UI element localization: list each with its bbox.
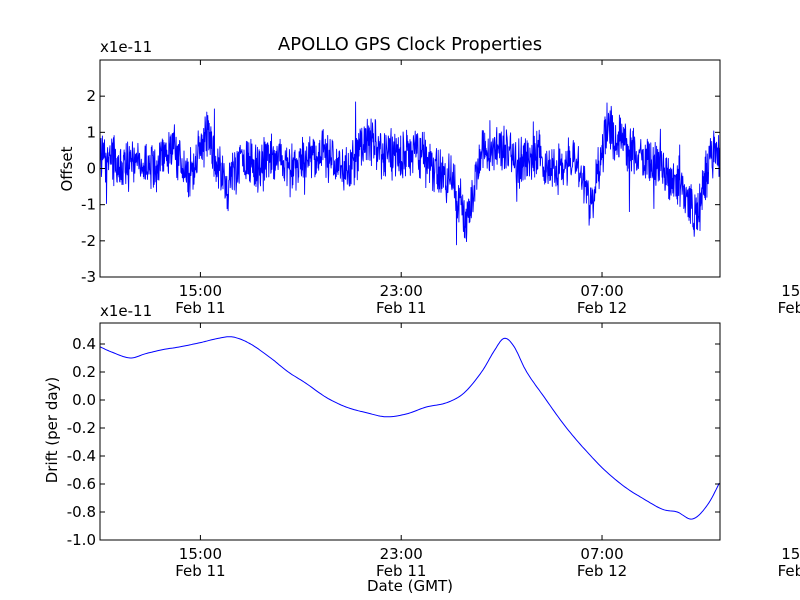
drift-scale-label: x1e-11 [100, 302, 152, 320]
offset-xtick-date-label: Feb 12 [577, 299, 627, 317]
chart-title: APOLLO GPS Clock Properties [278, 34, 542, 55]
drift-ytick-label: 0.4 [72, 335, 96, 353]
offset-scale-label: x1e-11 [100, 38, 152, 56]
offset-xtick-date-label: Feb 11 [376, 299, 426, 317]
drift-ytick-label: -0.6 [67, 475, 96, 493]
drift-ytick-label: -0.8 [67, 503, 96, 521]
offset-xtick-time-label: 15:00 [781, 282, 800, 300]
drift-ytick-label: -0.2 [67, 419, 96, 437]
drift-xtick-date-label: Feb 11 [376, 562, 426, 580]
drift-xtick-date-label: Feb 11 [175, 562, 225, 580]
drift-xtick-date-label: Feb 12 [577, 562, 627, 580]
drift-ytick-label: 0.2 [72, 363, 96, 381]
offset-ytick-label: -1 [81, 196, 96, 214]
offset-y-axis-label: Offset [58, 146, 76, 191]
drift-xtick-date-label: Feb 12 [778, 562, 800, 580]
offset-ytick-label: 0 [86, 160, 96, 178]
offset-xtick-date-label: Feb 12 [778, 299, 800, 317]
drift-ytick-label: 0.0 [72, 391, 96, 409]
offset-xtick-time-label: 07:00 [580, 282, 623, 300]
drift-series [99, 336, 720, 520]
drift-ytick-label: -0.4 [67, 447, 96, 465]
drift-y-axis-label: Drift (per day) [43, 377, 61, 484]
offset-xtick-date-label: Feb 11 [175, 299, 225, 317]
drift-series-line [99, 336, 720, 520]
drift-x-axis-label: Date (GMT) [367, 577, 453, 595]
offset-ytick-label: 2 [86, 87, 96, 105]
offset-series-line [99, 101, 721, 246]
offset-xtick-time-label: 23:00 [380, 282, 423, 300]
drift-xtick-time-label: 23:00 [380, 545, 423, 563]
drift-xtick-time-label: 07:00 [580, 545, 623, 563]
drift-panel: x1e-11 Drift (per day) Date (GMT) -1.0 -0… [43, 302, 800, 595]
offset-ytick-label: -3 [81, 268, 96, 286]
drift-plot-frame [99, 322, 721, 541]
offset-series [99, 101, 721, 246]
drift-ytick-label: -1.0 [67, 531, 96, 549]
drift-xtick-time-label: 15:00 [781, 545, 800, 563]
offset-ytick-label: -2 [81, 232, 96, 250]
offset-ytick-label: 1 [86, 123, 96, 141]
drift-xtick-time-label: 15:00 [179, 545, 222, 563]
offset-xtick-time-label: 15:00 [179, 282, 222, 300]
